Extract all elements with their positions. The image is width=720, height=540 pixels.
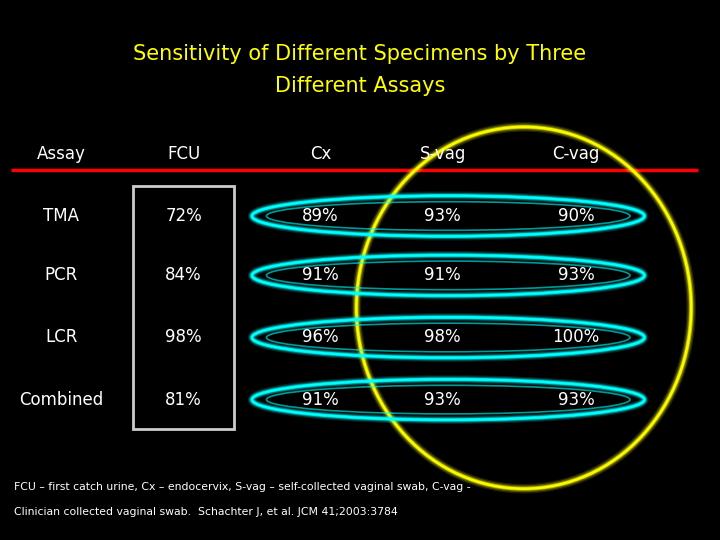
Text: 93%: 93% xyxy=(424,390,462,409)
Text: Sensitivity of Different Specimens by Three: Sensitivity of Different Specimens by Th… xyxy=(133,44,587,64)
Text: 91%: 91% xyxy=(302,266,339,285)
Text: 81%: 81% xyxy=(165,390,202,409)
Text: 98%: 98% xyxy=(166,328,202,347)
Text: TMA: TMA xyxy=(43,207,79,225)
Text: 100%: 100% xyxy=(552,328,600,347)
Text: 93%: 93% xyxy=(424,207,462,225)
Text: FCU: FCU xyxy=(167,145,200,163)
Text: Different Assays: Different Assays xyxy=(275,76,445,97)
Text: LCR: LCR xyxy=(45,328,77,347)
Text: PCR: PCR xyxy=(45,266,78,285)
Text: 96%: 96% xyxy=(302,328,338,347)
Text: FCU – first catch urine, Cx – endocervix, S-vag – self-collected vaginal swab, C: FCU – first catch urine, Cx – endocervix… xyxy=(14,482,471,492)
Text: 91%: 91% xyxy=(302,390,339,409)
Text: 91%: 91% xyxy=(424,266,462,285)
Text: S-vag: S-vag xyxy=(420,145,466,163)
Text: Clinician collected vaginal swab.  Schachter J, et al. JCM 41;2003:3784: Clinician collected vaginal swab. Schach… xyxy=(14,507,398,517)
Text: Cx: Cx xyxy=(310,145,331,163)
Text: Assay: Assay xyxy=(37,145,86,163)
Text: 98%: 98% xyxy=(425,328,461,347)
Text: 90%: 90% xyxy=(558,207,594,225)
Text: 89%: 89% xyxy=(302,207,338,225)
Text: 93%: 93% xyxy=(557,266,595,285)
Text: C-vag: C-vag xyxy=(552,145,600,163)
Text: 93%: 93% xyxy=(557,390,595,409)
Text: 72%: 72% xyxy=(165,207,202,225)
Text: Combined: Combined xyxy=(19,390,104,409)
Text: 84%: 84% xyxy=(166,266,202,285)
